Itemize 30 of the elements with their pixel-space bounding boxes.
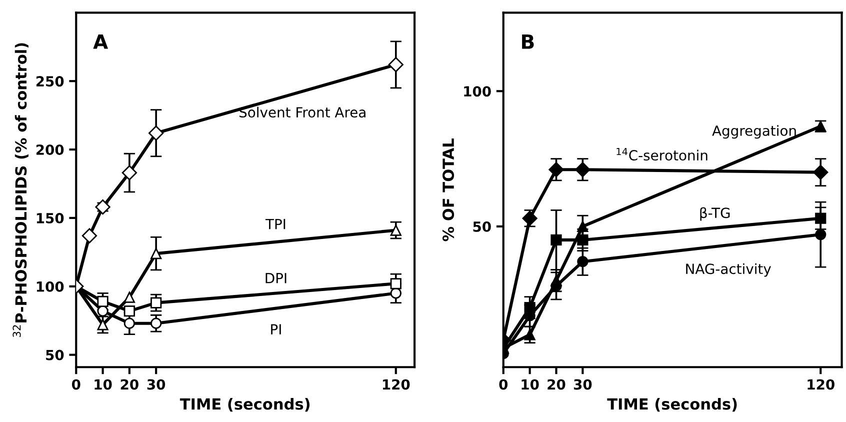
- y-tick-label: 50: [46, 350, 64, 360]
- y-axis-title: $^{32}$P-PHOSPHOLIPIDS (% of control): [12, 43, 29, 337]
- text: B: [522, 34, 534, 49]
- series-label: β-TG: [700, 207, 730, 221]
- x-tick-label: 20: [120, 379, 138, 390]
- x-tick-label: 20: [548, 379, 566, 390]
- series-label: NAG-activity: [686, 263, 771, 277]
- x-tick-label: 30: [574, 379, 592, 390]
- x-axis-title: TIME (seconds): [607, 398, 737, 412]
- y-tick-label: 250: [36, 76, 64, 87]
- x-tick-label: 10: [94, 379, 112, 390]
- x-tick-label: 0: [499, 379, 508, 390]
- y-tick-label: 150: [36, 212, 64, 224]
- x-tick-label: 120: [808, 379, 834, 390]
- y-tick-label: 100: [464, 86, 491, 97]
- x-axis-title: TIME (seconds): [180, 398, 310, 412]
- y-axis-title: % OF TOTAL: [442, 138, 454, 242]
- y-tick-label: 200: [36, 144, 64, 155]
- series-label: PI: [271, 324, 281, 334]
- series-label: Aggregation: [712, 125, 796, 139]
- series-label: $^{14}$C-serotonin: [616, 148, 708, 161]
- x-tick-label: 10: [522, 379, 539, 390]
- y-tick-label: 100: [36, 281, 64, 292]
- x-tick-label: 30: [147, 379, 166, 390]
- x-tick-label: 0: [72, 379, 80, 390]
- x-tick-label: 120: [382, 379, 410, 390]
- series-label: DPI: [266, 273, 286, 284]
- y-tick-label: 50: [473, 221, 491, 232]
- text: A: [93, 34, 108, 49]
- series-label: TPI: [265, 218, 286, 230]
